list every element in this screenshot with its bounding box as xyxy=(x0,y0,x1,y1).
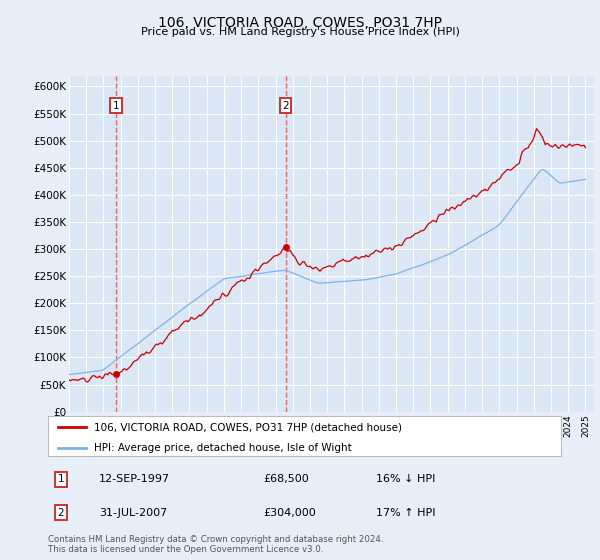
Text: Contains HM Land Registry data © Crown copyright and database right 2024.
This d: Contains HM Land Registry data © Crown c… xyxy=(48,535,383,554)
Text: Price paid vs. HM Land Registry's House Price Index (HPI): Price paid vs. HM Land Registry's House … xyxy=(140,27,460,37)
Text: 106, VICTORIA ROAD, COWES, PO31 7HP (detached house): 106, VICTORIA ROAD, COWES, PO31 7HP (det… xyxy=(94,422,402,432)
Text: £304,000: £304,000 xyxy=(263,508,316,518)
Text: 16% ↓ HPI: 16% ↓ HPI xyxy=(376,474,436,484)
Text: 12-SEP-1997: 12-SEP-1997 xyxy=(100,474,170,484)
Text: £68,500: £68,500 xyxy=(263,474,309,484)
Text: 1: 1 xyxy=(58,474,64,484)
Text: 31-JUL-2007: 31-JUL-2007 xyxy=(100,508,167,518)
Text: 1: 1 xyxy=(112,101,119,111)
Text: 106, VICTORIA ROAD, COWES, PO31 7HP: 106, VICTORIA ROAD, COWES, PO31 7HP xyxy=(158,16,442,30)
Text: 2: 2 xyxy=(58,508,64,518)
Text: HPI: Average price, detached house, Isle of Wight: HPI: Average price, detached house, Isle… xyxy=(94,442,352,452)
Text: 17% ↑ HPI: 17% ↑ HPI xyxy=(376,508,436,518)
Text: 2: 2 xyxy=(282,101,289,111)
